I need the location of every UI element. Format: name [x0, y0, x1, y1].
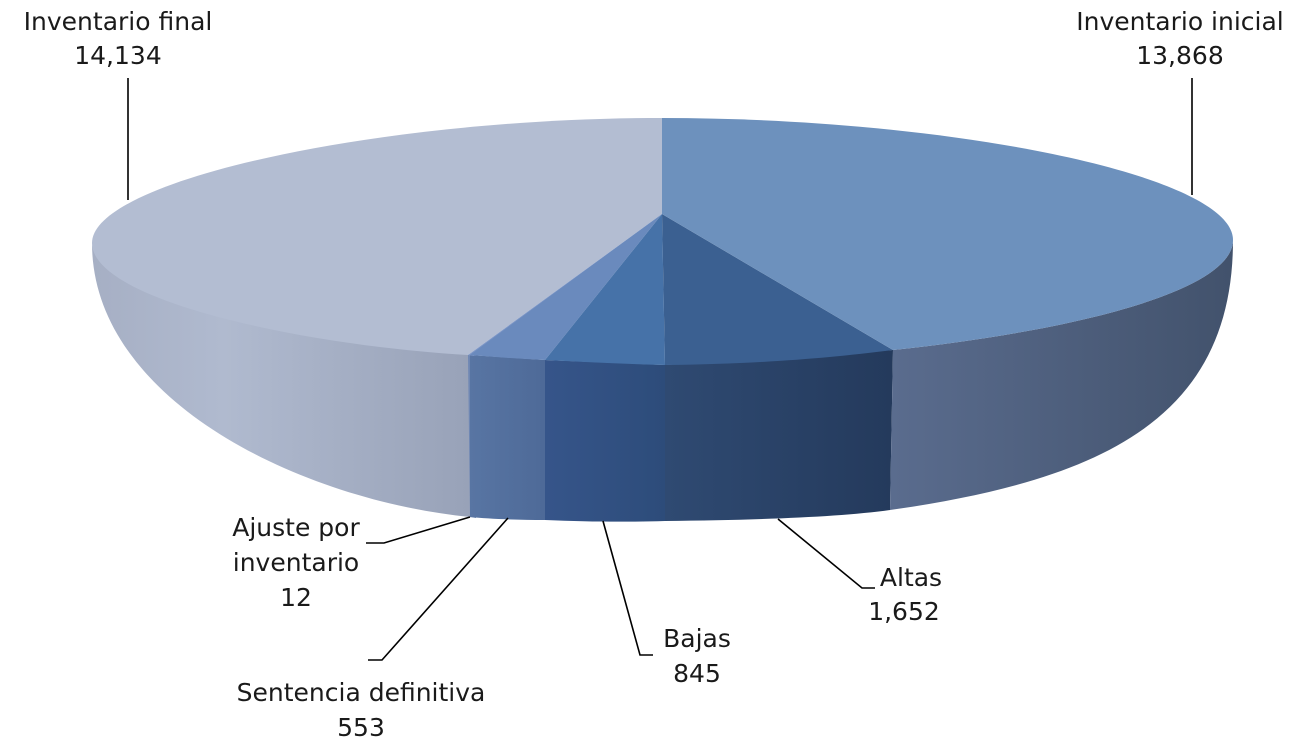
leader-altas — [777, 518, 875, 589]
leader-lines — [127, 78, 1193, 661]
slice-bajas — [545, 214, 665, 365]
data-labels: Inventario final 14,134 Inventario inici… — [24, 7, 1284, 742]
label-altas: Altas — [880, 563, 942, 592]
slice-altas — [662, 214, 893, 365]
label-inventario-inicial: Inventario inicial — [1076, 7, 1284, 36]
value-bajas: 845 — [673, 659, 721, 688]
label-inventario-final: Inventario final — [24, 7, 213, 36]
value-sentencia-definitiva: 553 — [337, 713, 385, 742]
slice-ajuste-por-inventario — [468, 214, 662, 356]
pie-sides — [92, 240, 1233, 522]
slice-inventario-inicial — [662, 118, 1233, 350]
label-bajas: Bajas — [663, 624, 731, 653]
slice-inventario-final — [92, 118, 662, 355]
slice-side-bajas — [545, 360, 665, 522]
value-inventario-inicial: 13,868 — [1136, 41, 1223, 70]
pie-top — [92, 118, 1233, 365]
slice-side-sentencia — [470, 355, 545, 520]
value-altas: 1,652 — [868, 597, 940, 626]
label-ajuste-line1: Ajuste por — [232, 513, 360, 542]
value-inventario-final: 14,134 — [74, 41, 161, 70]
slice-side-inventario-inicial — [890, 240, 1233, 510]
value-ajuste: 12 — [280, 583, 312, 612]
leader-sentencia — [368, 517, 509, 661]
slice-sentencia-definitiva — [470, 214, 662, 360]
label-ajuste-line2: inventario — [233, 548, 359, 577]
slice-side-altas — [665, 350, 893, 521]
leader-bajas — [602, 520, 653, 656]
label-sentencia-definitiva: Sentencia definitiva — [237, 678, 486, 707]
leader-ajuste — [366, 516, 471, 544]
slice-side-inventario-final — [92, 243, 470, 517]
